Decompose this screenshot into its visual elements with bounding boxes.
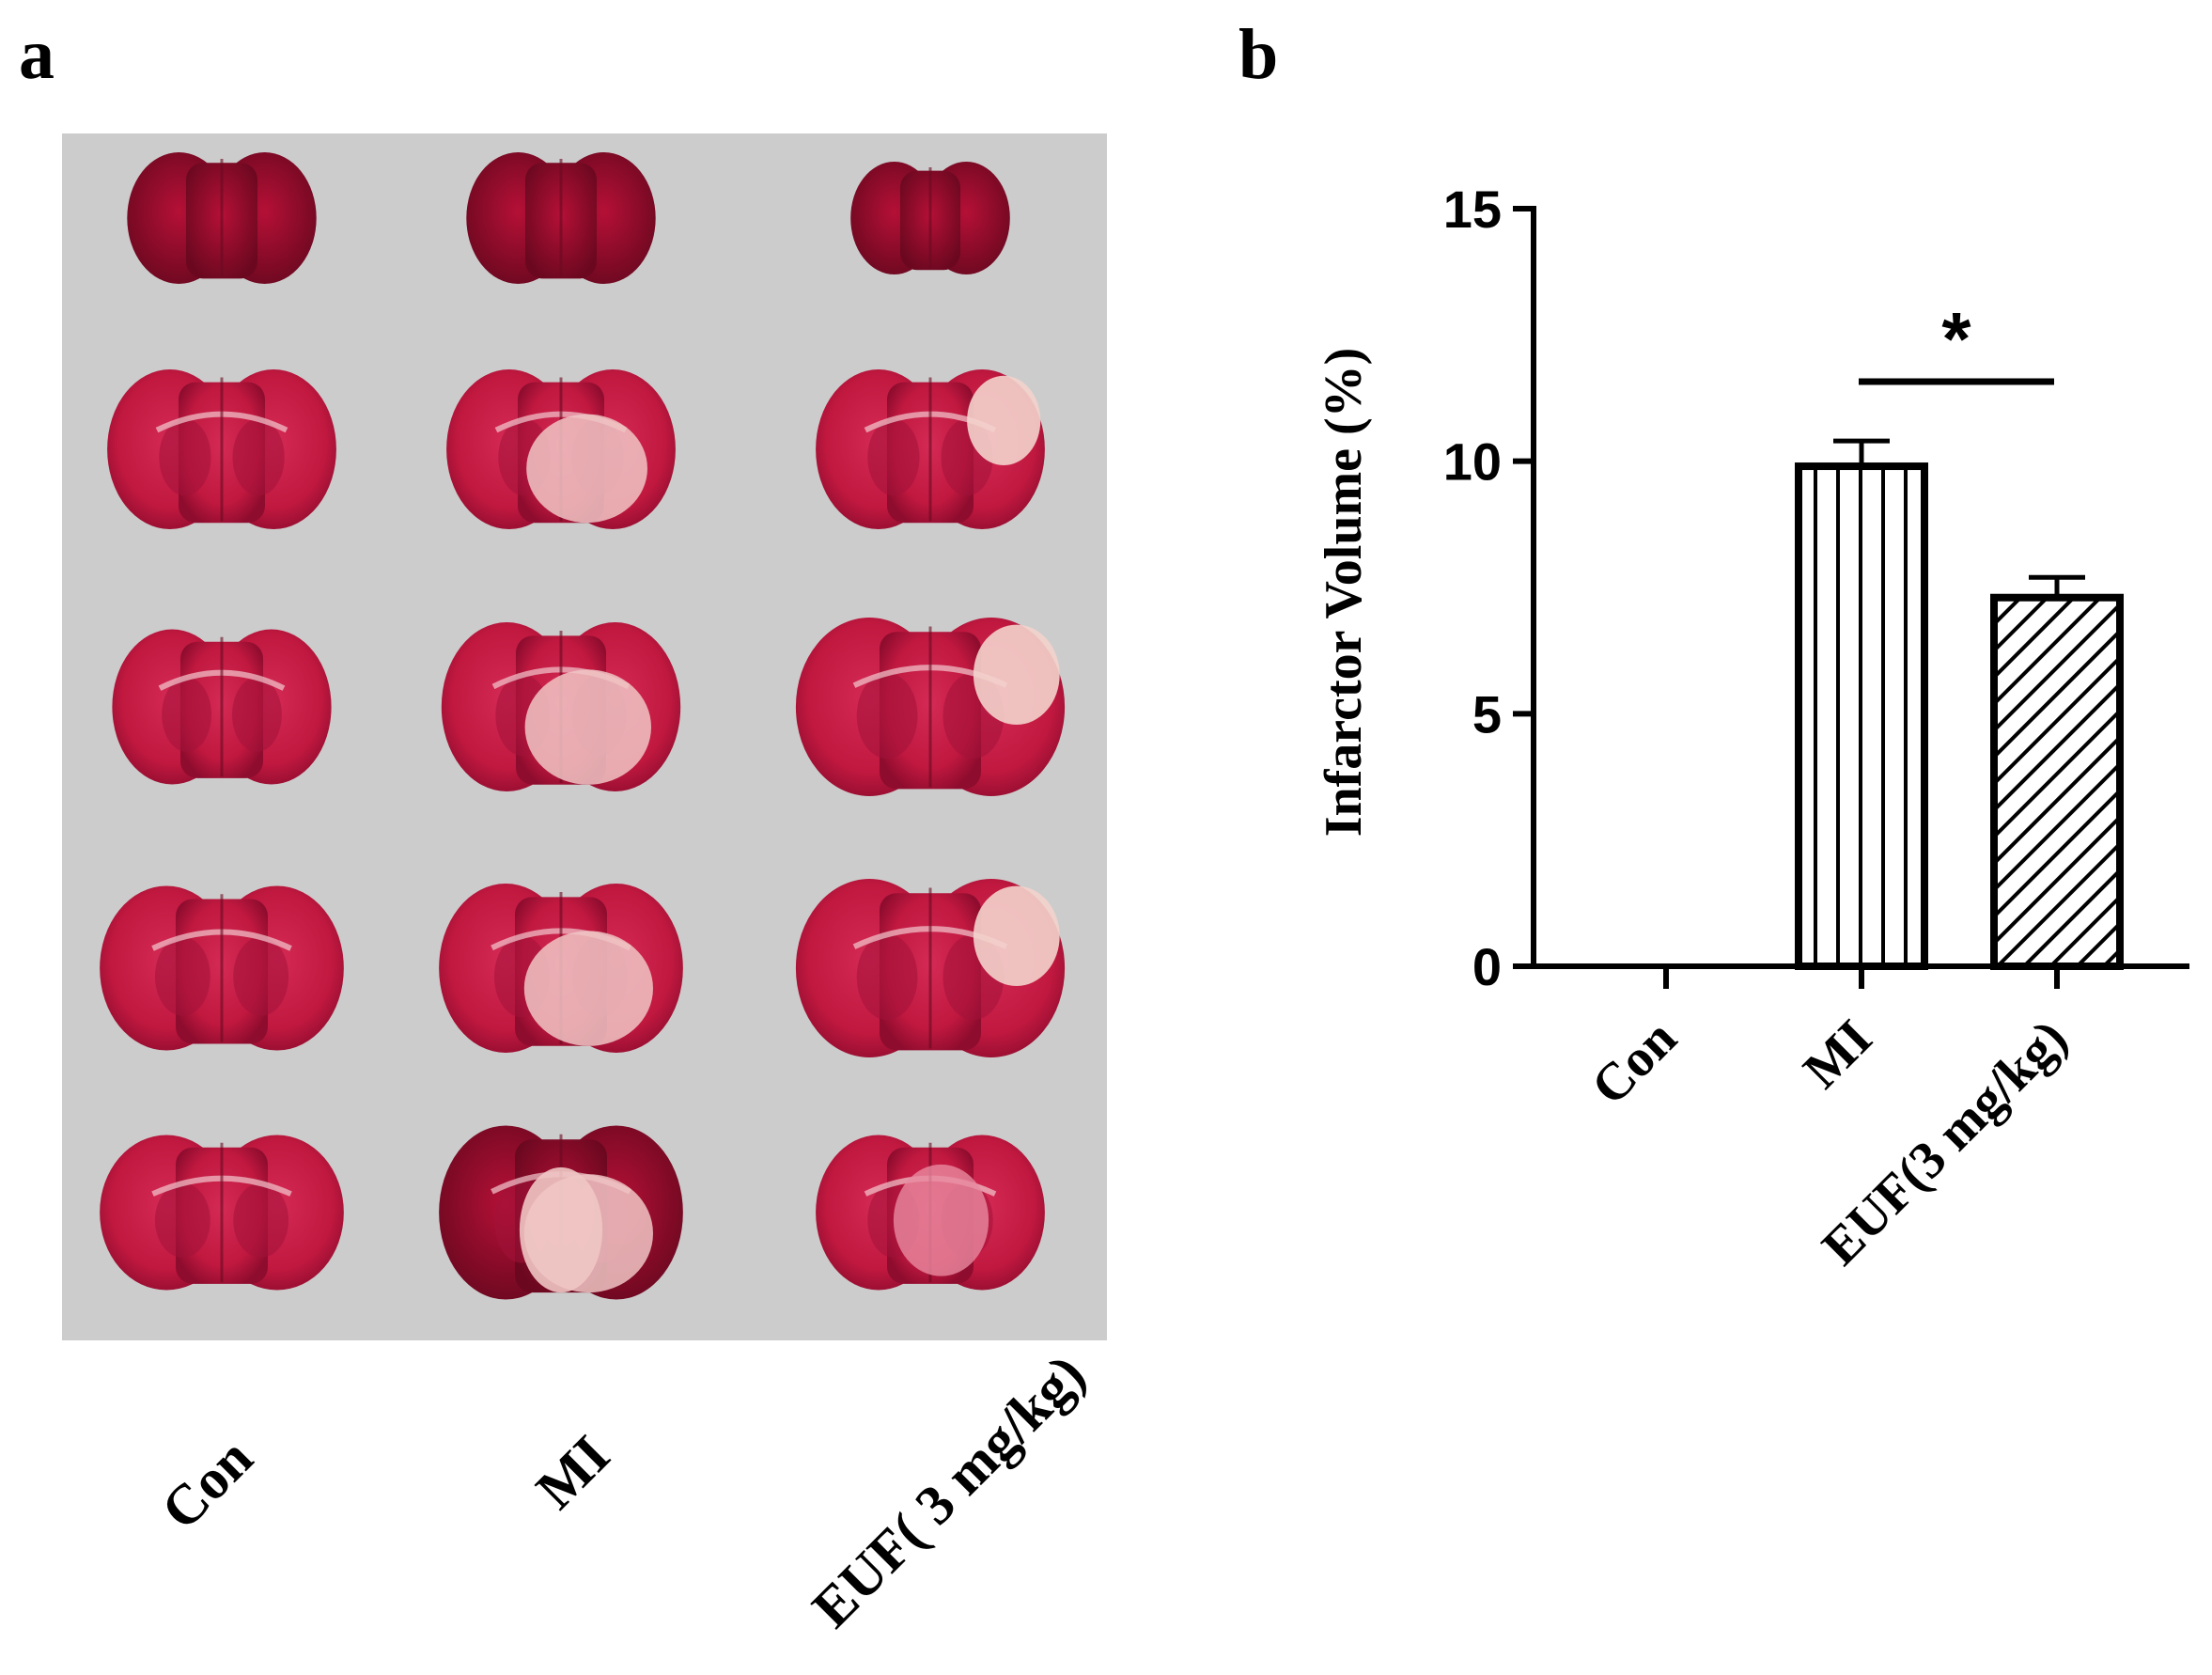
y-tick-label-15: 15 — [1443, 180, 1502, 239]
y-tick-label-10: 10 — [1443, 432, 1502, 492]
bar-mi — [1795, 462, 1928, 971]
brain-slice-mi-2 — [446, 369, 676, 529]
group-labels: Con MI EUF( 3 mg/kg) — [149, 1343, 1097, 1639]
panel-letter-b: b — [1238, 15, 1279, 94]
brain-slice-con-2 — [107, 369, 336, 529]
brain-slice-con-5 — [100, 1135, 344, 1291]
brain-slice-mi-5 — [439, 1125, 683, 1300]
brain-slice-euf-4 — [795, 879, 1066, 1057]
y-tick-label-0: 0 — [1472, 937, 1502, 996]
brain-slice-euf-1 — [850, 162, 1010, 274]
significance-star: * — [1941, 297, 1971, 381]
brain-slice-con-3 — [112, 629, 332, 785]
brain-slice-mi-1 — [466, 152, 656, 284]
bar-euf — [1990, 593, 2124, 970]
x-tick-label-con: Con — [1581, 1009, 1688, 1116]
group-label-con: Con — [149, 1427, 264, 1542]
group-label-mi: MI — [524, 1424, 621, 1521]
brain-slice-con-1 — [127, 152, 317, 284]
y-axis-label: Infarctor Volume (%) — [1315, 348, 1373, 838]
panel-letter-a: a — [19, 15, 55, 94]
brain-slices-photo — [62, 133, 1107, 1340]
brain-slices-grid — [100, 152, 1066, 1300]
brain-slice-euf-3 — [795, 618, 1066, 796]
brain-slice-mi-3 — [441, 622, 681, 791]
y-tick-label-5: 5 — [1472, 684, 1502, 744]
brain-slice-euf-5 — [816, 1135, 1045, 1291]
brain-slice-euf-2 — [816, 369, 1045, 529]
brain-slice-mi-4 — [439, 884, 683, 1053]
x-tick-label-mi: MI — [1793, 1009, 1884, 1100]
group-label-euf: EUF( 3 mg/kg) — [801, 1343, 1097, 1639]
brain-slice-con-4 — [100, 885, 344, 1051]
